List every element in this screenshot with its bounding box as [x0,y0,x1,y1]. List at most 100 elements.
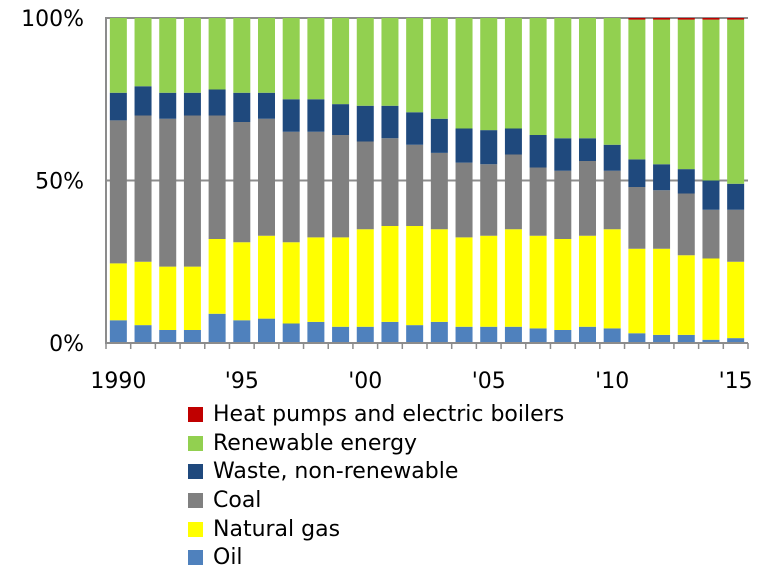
bar-segment-coal-1991 [134,115,152,262]
bar-segment-renewable-energy-1997 [282,18,300,100]
bar-segment-oil-2015 [727,338,745,343]
bar-segment-renewable-energy-2010 [603,18,621,145]
bar-segment-oil-2003 [430,321,448,343]
bar-segment-coal-2009 [579,161,596,236]
bar-segment-natural-gas-2014 [702,258,720,340]
legend-label: Waste, non-renewable [213,459,459,485]
bar-segment-oil-1999 [332,326,350,343]
legend-swatch [188,435,203,451]
bar-segment-oil-2001 [381,321,399,343]
bar-segment-natural-gas-2003 [430,229,448,322]
bar-segment-natural-gas-2011 [628,248,646,334]
bar-segment-oil-2008 [554,330,572,343]
bar-segment-oil-2006 [504,326,522,343]
bar-segment-oil-2009 [579,326,596,343]
bar-segment-oil-2013 [677,334,695,343]
legend: Heat pumps and electric boilers Renewable… [188,400,564,572]
bar-segment-waste-non-renewable-2010 [603,144,621,171]
bar-segment-coal-2003 [430,152,448,230]
bar-segment-coal-1999 [332,135,350,238]
bar-segment-oil-2000 [356,326,374,343]
bar-segment-natural-gas-1998 [307,237,325,322]
bar-segment-renewable-energy-1998 [307,18,325,100]
bar-segment-coal-2012 [653,190,671,249]
bar-segment-coal-2002 [406,144,424,226]
bar-segment-waste-non-renewable-1997 [282,99,300,132]
bar-segment-waste-non-renewable-2015 [727,183,745,210]
bar-segment-coal-1994 [208,115,226,239]
bar-segment-natural-gas-2008 [554,239,572,330]
bar-segment-waste-non-renewable-2001 [381,105,399,139]
bar-segment-coal-2004 [455,162,473,238]
bar-segment-natural-gas-1994 [208,239,226,314]
bar-segment-waste-non-renewable-2005 [480,130,498,165]
x-tick-label: '15 [719,369,753,394]
bar-segment-coal-2006 [504,154,522,230]
bar-segment-heat-pumps-and-electric-boilers-2015 [727,18,745,20]
bar-segment-natural-gas-1995 [233,242,251,321]
bar-segment-natural-gas-2007 [529,235,547,329]
legend-label: Heat pumps and electric boilers [213,401,565,427]
bar-segment-natural-gas-2010 [603,229,621,329]
x-tick-label: '00 [348,369,382,394]
bar-segment-coal-1997 [282,131,300,243]
bar-segment-coal-2005 [480,164,498,236]
bar-segment-heat-pumps-and-electric-boilers-2014 [702,18,720,20]
bar-segment-coal-2001 [381,138,399,226]
bar-segment-waste-non-renewable-1998 [307,99,325,132]
bar-segment-renewable-energy-1991 [134,18,152,87]
bar-segment-oil-2010 [603,328,621,343]
legend-item: Waste, non-renewable [188,457,564,486]
bar-segment-waste-non-renewable-2006 [504,128,522,155]
bar-segment-renewable-energy-2009 [579,18,596,139]
legend-swatch [188,406,203,422]
bar-segment-waste-non-renewable-2002 [406,112,424,145]
bar-segment-coal-2011 [628,187,646,249]
bar-segment-natural-gas-1996 [258,235,275,319]
bar-segment-coal-2010 [603,170,621,230]
bar-segment-oil-2004 [455,326,473,343]
bar-segment-natural-gas-2015 [727,261,745,339]
bar-segment-coal-1993 [183,115,201,267]
bar-segment-coal-2015 [727,209,745,262]
bar-segment-renewable-energy-2005 [480,18,498,131]
legend-swatch [188,550,203,566]
bar-segment-oil-2011 [628,333,646,343]
bar-segment-natural-gas-1993 [183,266,201,330]
bar-segment-renewable-energy-1995 [233,18,251,93]
bar-segment-waste-non-renewable-1995 [233,92,251,122]
legend-label: Oil [213,545,243,571]
bar-segment-natural-gas-1991 [134,261,152,326]
x-tick-label: '95 [225,369,259,394]
bar-segment-renewable-energy-1990 [109,18,127,93]
bar-segment-oil-1995 [233,320,251,343]
bar-segment-waste-non-renewable-2000 [356,105,374,142]
bar-segment-renewable-energy-2007 [529,18,547,135]
bar-segment-waste-non-renewable-1994 [208,89,226,116]
bar-segment-renewable-energy-2006 [504,18,522,129]
bar-segment-heat-pumps-and-electric-boilers-2012 [653,18,671,20]
bar-segment-waste-non-renewable-2011 [628,159,646,187]
bar-segment-oil-1998 [307,321,325,343]
bar-segment-renewable-energy-2002 [406,18,424,113]
bar-segment-oil-2002 [406,325,424,343]
bar-segment-waste-non-renewable-2003 [430,118,448,153]
bar-segment-natural-gas-1997 [282,242,300,324]
bar-segment-heat-pumps-and-electric-boilers-2013 [677,18,695,20]
bar-segment-oil-1997 [282,323,300,343]
bar-segment-renewable-energy-1993 [183,18,201,93]
bar-segment-waste-non-renewable-1992 [159,92,177,119]
y-tick-label: 50% [35,170,84,195]
bar-segment-renewable-energy-2013 [677,19,695,170]
bar-segment-natural-gas-2005 [480,235,498,327]
bar-segment-renewable-energy-2011 [628,19,646,160]
y-tick-label: 0% [49,332,84,357]
bar-segment-waste-non-renewable-2014 [702,180,720,210]
bar-segment-waste-non-renewable-1990 [109,92,127,121]
bar-segment-waste-non-renewable-2008 [554,138,572,171]
bar-segment-oil-2007 [529,328,547,343]
bar-segment-coal-2014 [702,209,720,259]
bar-segment-oil-1993 [183,330,201,343]
bar-segment-waste-non-renewable-2013 [677,169,695,194]
bar-segment-renewable-energy-1992 [159,18,177,93]
